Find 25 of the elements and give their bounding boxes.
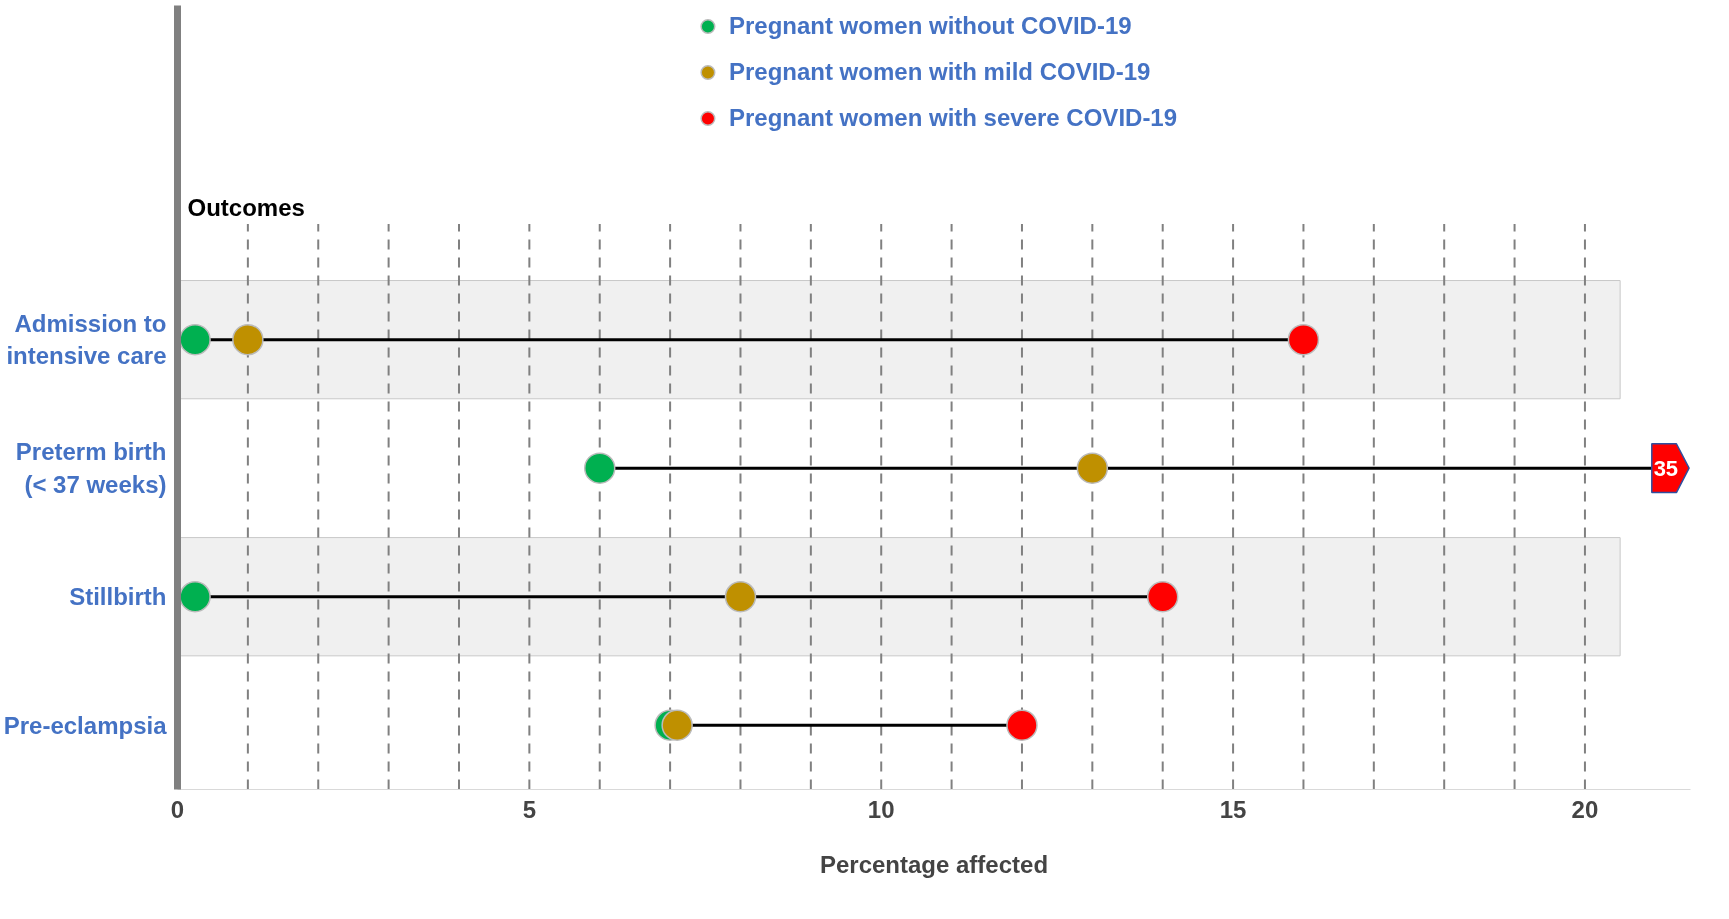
point	[1076, 452, 1109, 484]
point	[1146, 580, 1179, 613]
y-tick-label: Pre-eclampsia	[3, 711, 168, 739]
point	[232, 323, 264, 356]
point	[724, 580, 757, 613]
y-tick-label: Preterm birth (< 37 weeks)	[15, 438, 167, 498]
y-axis-title: Outcomes	[187, 194, 305, 222]
annotation: 35	[1653, 455, 1679, 481]
point	[1006, 709, 1038, 741]
point	[179, 580, 211, 613]
point	[661, 709, 693, 741]
point	[1287, 323, 1320, 356]
point	[179, 323, 211, 356]
point	[583, 452, 616, 484]
y-tick-label: Stillbirth	[69, 583, 167, 611]
x-tick-label: 15	[1219, 795, 1247, 823]
x-tick-label: 0	[170, 795, 185, 823]
legend-label: Pregnant women without COVID-19	[728, 12, 1132, 40]
x-tick-label: 5	[522, 795, 537, 823]
y-tick-label: Admission to intensive care	[6, 309, 167, 370]
x-axis-title: Percentage affected	[819, 850, 1049, 878]
x-tick-label: 20	[1571, 795, 1599, 823]
legend-label: Pregnant women with severe COVID-19	[728, 104, 1178, 132]
x-tick-label: 10	[867, 795, 895, 823]
legend-label: Pregnant women with mild COVID-19	[728, 58, 1151, 86]
